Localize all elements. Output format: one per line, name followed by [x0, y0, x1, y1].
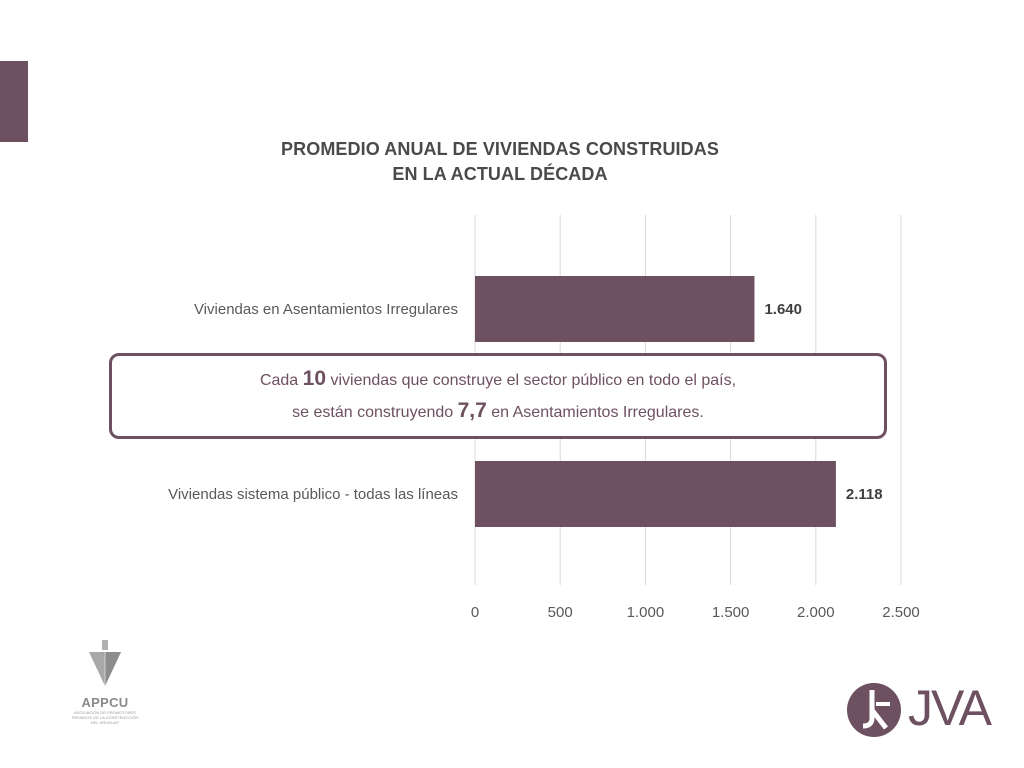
callout-highlight-7-7: 7,7: [457, 399, 487, 422]
callout-line-1: Cada 10 viviendas que construye el secto…: [260, 364, 736, 396]
appcu-subtitle: ASOCIACIÓN DE PROMOTORES PRIVADOS DE LA …: [71, 710, 139, 725]
callout-line-2-pre: se están construyendo: [292, 404, 458, 421]
callout-highlight-10: 10: [302, 367, 327, 390]
value-label: 2.118: [846, 486, 883, 503]
bar: [475, 276, 755, 342]
appcu-logo: APPCU ASOCIACIÓN DE PROMOTORES PRIVADOS …: [70, 640, 140, 730]
x-tick-label: 2.500: [882, 604, 920, 621]
x-tick-label: 1.500: [712, 604, 750, 621]
chart-title-line-1: PROMEDIO ANUAL DE VIVIENDAS CONSTRUIDAS: [281, 139, 719, 159]
plumb-bob-icon: [89, 640, 121, 686]
category-label: Viviendas en Asentamientos Irregulares: [194, 301, 458, 318]
callout-line-2: se están construyendo 7,7 en Asentamient…: [292, 396, 704, 428]
x-tick-label: 2.000: [797, 604, 835, 621]
value-label: 1.640: [764, 301, 802, 318]
chart-title: PROMEDIO ANUAL DE VIVIENDAS CONSTRUIDAS …: [180, 137, 820, 187]
x-tick-label: 1.000: [627, 604, 665, 621]
callout-line-1-post: viviendas que construye el sector públic…: [326, 372, 737, 389]
callout-box: Cada 10 viviendas que construye el secto…: [109, 353, 887, 439]
appcu-name: APPCU: [81, 695, 129, 710]
jva-logo: JVA: [846, 680, 996, 740]
bar: [475, 461, 836, 527]
x-tick-label: 0: [471, 604, 479, 621]
labels: 0 500 1.000 1.500 2.000 2.500 Viviendas en Ase…: [168, 301, 920, 621]
accent-block: [0, 61, 28, 142]
x-tick-label: 500: [548, 604, 573, 621]
chart-title-line-2: EN LA ACTUAL DÉCADA: [392, 164, 608, 184]
category-label: Viviendas sistema público - todas las lí…: [168, 486, 458, 503]
callout-line-2-post: en Asentamientos Irregulares.: [486, 404, 704, 421]
callout-line-1-pre: Cada: [259, 372, 303, 389]
bars: [475, 276, 836, 527]
jva-emblem-icon: [847, 683, 901, 737]
jva-name: JVA: [908, 680, 992, 736]
